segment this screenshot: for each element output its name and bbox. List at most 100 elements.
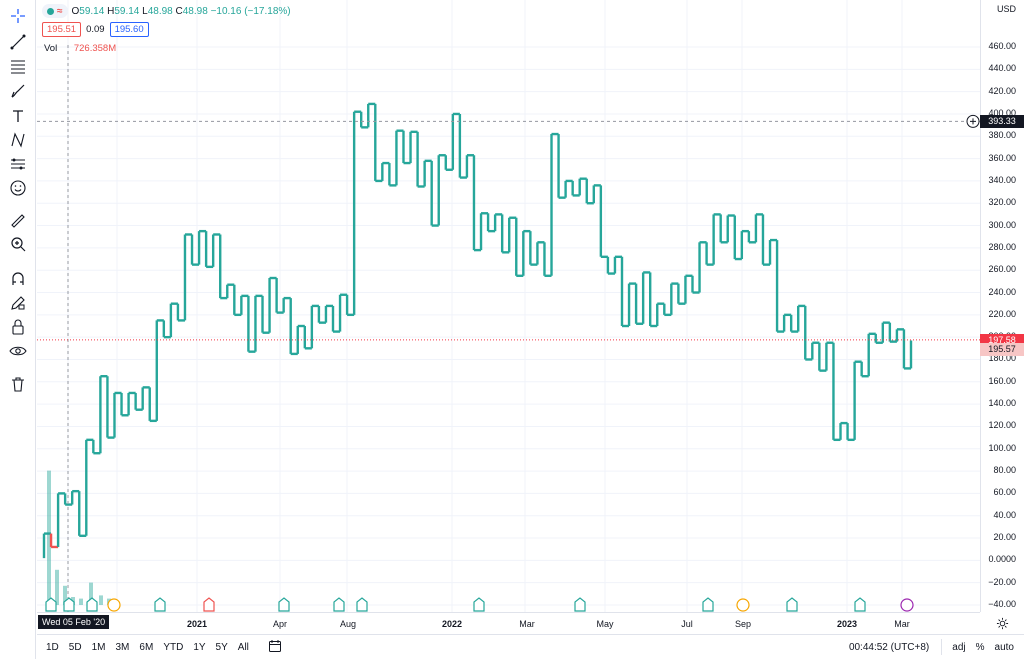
time-tick-label: Mar: [894, 619, 910, 629]
price-tick-label: 100.00: [988, 442, 1016, 453]
drawing-toolbar: [0, 0, 36, 659]
zoom-in-icon[interactable]: [6, 233, 30, 255]
earnings-event-marker[interactable]: [107, 598, 121, 612]
lock-icon[interactable]: [6, 316, 30, 338]
ruler-tool-icon[interactable]: [6, 210, 30, 232]
range-button-all[interactable]: All: [237, 641, 249, 653]
price-tick-label: 120.00: [988, 420, 1016, 431]
volume-bar: [63, 585, 67, 605]
ohlc-values: O59.14 H59.14 L48.98 C48.98 −10.16 (−17.…: [71, 5, 291, 17]
bid-ask-row: 195.51 0.09 195.60: [42, 22, 149, 37]
price-tick-label: 260.00: [988, 264, 1016, 275]
time-axis[interactable]: Sep2021AprAug2022MarMayJulSep2023Mar: [37, 612, 980, 634]
earnings-event-marker[interactable]: [278, 597, 290, 612]
earnings-event-marker[interactable]: [333, 597, 345, 612]
earnings-event-marker[interactable]: [63, 597, 75, 612]
price-tick-label: 340.00: [988, 174, 1016, 185]
range-button-1d[interactable]: 1D: [46, 641, 59, 653]
earnings-event-marker[interactable]: [473, 597, 485, 612]
time-tick-label: Mar: [519, 619, 535, 629]
magnet-icon[interactable]: [6, 268, 30, 290]
price-tick-label: 440.00: [988, 63, 1016, 74]
bottom-toolbar: 1D 5D 1M 3M 6M YTD 1Y 5Y All 00:44:52 (UTC+8) ad…: [37, 634, 1024, 659]
lock-drawings-pencil-icon[interactable]: [6, 292, 30, 314]
eye-icon[interactable]: [6, 340, 30, 362]
market-status-dot: [47, 7, 54, 15]
price-tick-label: 240.00: [988, 286, 1016, 297]
spread-value: 0.09: [86, 24, 105, 35]
time-tick-label: 2022: [441, 619, 463, 629]
trash-icon[interactable]: [6, 373, 30, 395]
price-tick-label: 300.00: [988, 219, 1016, 230]
price-tick-label: 380.00: [988, 130, 1016, 141]
price-axis[interactable]: USD 460.00 440.00 420.00 400.00 380.00 360.00…: [980, 0, 1024, 612]
price-tick-label: 400.00: [988, 107, 1016, 118]
settings-gear-icon[interactable]: [996, 617, 1009, 635]
range-button-1y[interactable]: 1Y: [193, 641, 206, 653]
volume-bar: [89, 582, 93, 605]
text-tool-icon[interactable]: [6, 105, 30, 127]
earnings-event-marker[interactable]: [854, 597, 866, 612]
price-tick-label: 220.00: [988, 308, 1016, 319]
add-alert-plus-icon[interactable]: [966, 114, 980, 128]
range-button-5y[interactable]: 5Y: [215, 641, 228, 653]
earnings-event-marker[interactable]: [900, 598, 914, 612]
range-button-6m[interactable]: 6M: [139, 641, 154, 653]
price-tick-label: 320.00: [988, 197, 1016, 208]
time-tick-label: 2021: [186, 619, 208, 629]
prev-price-label: 195.57: [980, 342, 1024, 356]
price-tick-label: 60.00: [993, 487, 1016, 498]
earnings-event-marker[interactable]: [574, 597, 586, 612]
crosshair-tool-icon[interactable]: [6, 5, 30, 27]
earnings-event-marker[interactable]: [203, 597, 215, 612]
prediction-tool-icon[interactable]: [6, 153, 30, 175]
range-buttons: 1D 5D 1M 3M 6M YTD 1Y 5Y All: [41, 642, 254, 653]
earnings-event-marker[interactable]: [702, 597, 714, 612]
auto-scale-toggle[interactable]: auto: [994, 641, 1014, 653]
clock[interactable]: 00:44:52 (UTC+8): [848, 641, 930, 653]
earnings-event-marker[interactable]: [356, 597, 368, 612]
crosshair-price-label: 393.33: [980, 115, 1024, 129]
volume-bar: [99, 595, 103, 605]
price-tick-label: 140.00: [988, 398, 1016, 409]
price-tick-label: 40.00: [993, 509, 1016, 520]
fib-retracement-tool-icon[interactable]: [6, 55, 30, 77]
kagi-chart[interactable]: [37, 0, 980, 612]
price-tick-label: 20.00: [993, 532, 1016, 543]
earnings-event-marker[interactable]: [86, 597, 98, 612]
brush-tool-icon[interactable]: [6, 80, 30, 102]
time-tick-label: Aug: [339, 619, 357, 629]
price-tick-label: 280.00: [988, 241, 1016, 252]
price-tick-label: 460.00: [988, 41, 1016, 51]
chart-legend: ≈ O59.14 H59.14 L48.98 C48.98 −10.16 (−1…: [42, 4, 291, 18]
range-button-3m[interactable]: 3M: [115, 641, 130, 653]
volume-legend: Vol 726.358M: [44, 43, 117, 54]
range-button-ytd[interactable]: YTD: [163, 641, 184, 653]
volume-value: 726.358M: [73, 43, 117, 54]
emoji-tool-icon[interactable]: [6, 177, 30, 199]
symbol-pill[interactable]: ≈: [42, 4, 68, 18]
price-tick-label: 160.00: [988, 375, 1016, 386]
earnings-event-marker[interactable]: [736, 598, 750, 612]
percent-toggle[interactable]: %: [975, 641, 985, 653]
range-button-1m[interactable]: 1M: [91, 641, 106, 653]
pattern-tool-icon[interactable]: [6, 129, 30, 151]
earnings-event-marker[interactable]: [45, 597, 57, 612]
time-tick-label: Jul: [681, 619, 693, 629]
chart-pane[interactable]: [37, 0, 980, 612]
trend-line-tool-icon[interactable]: [6, 31, 30, 53]
adj-toggle[interactable]: adj: [952, 641, 966, 653]
earnings-event-marker[interactable]: [154, 597, 166, 612]
earnings-event-marker[interactable]: [786, 597, 798, 612]
date-range-icon[interactable]: [268, 639, 282, 656]
range-button-5d[interactable]: 5D: [68, 641, 82, 653]
currency-label[interactable]: USD: [996, 4, 1016, 14]
price-tick-label: −20.00: [988, 576, 1016, 587]
crosshair-date-label: Wed 05 Feb '20: [38, 615, 110, 629]
sell-price-button[interactable]: 195.51: [42, 22, 82, 37]
price-tick-label: 0.0000: [988, 554, 1016, 565]
buy-price-button[interactable]: 195.60: [109, 22, 149, 37]
volume-bar: [55, 569, 59, 605]
time-tick-label: May: [596, 619, 614, 629]
price-tick-label: −40.00: [988, 599, 1016, 609]
